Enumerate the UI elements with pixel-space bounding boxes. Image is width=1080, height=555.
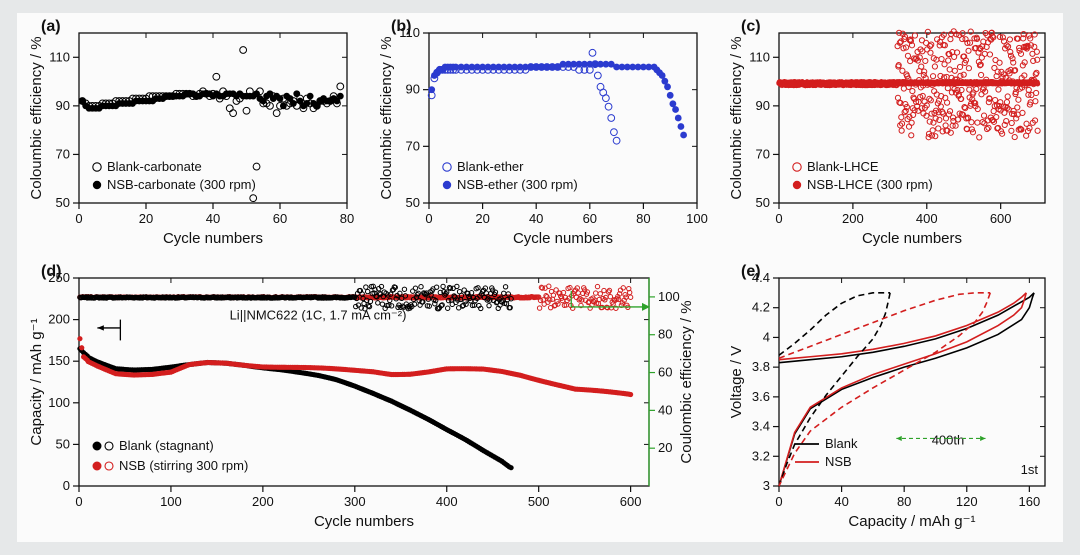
svg-text:Cycle numbers: Cycle numbers: [163, 230, 263, 247]
svg-text:0: 0: [425, 211, 432, 226]
svg-text:200: 200: [842, 211, 864, 226]
svg-text:100: 100: [658, 289, 680, 304]
panel-a: 0 20 40 60 80 50 70 90 110 Cycle numbers Coloumbic…: [17, 13, 367, 258]
svg-text:(d): (d): [41, 263, 61, 280]
svg-text:200: 200: [48, 312, 70, 327]
svg-text:NSB: NSB: [825, 454, 852, 469]
svg-text:50: 50: [56, 195, 70, 210]
svg-text:20: 20: [475, 211, 489, 226]
svg-text:160: 160: [1019, 494, 1041, 509]
svg-text:110: 110: [49, 49, 70, 64]
svg-text:(a): (a): [41, 18, 61, 35]
svg-text:600: 600: [620, 494, 642, 509]
svg-text:3.6: 3.6: [752, 389, 770, 404]
svg-text:Cycle numbers: Cycle numbers: [513, 230, 613, 247]
svg-text:Coloumbic efficiency / %: Coloumbic efficiency / %: [28, 36, 45, 199]
svg-text:Capacity / mAh g⁻¹: Capacity / mAh g⁻¹: [848, 513, 975, 530]
svg-text:4: 4: [763, 329, 770, 344]
svg-text:Li||NMC622 (1C, 1.7 mA cm⁻²): Li||NMC622 (1C, 1.7 mA cm⁻²): [230, 308, 407, 323]
svg-text:3.2: 3.2: [752, 448, 770, 463]
svg-text:Capacity / mAh g⁻¹: Capacity / mAh g⁻¹: [28, 318, 45, 445]
svg-text:100: 100: [160, 494, 182, 509]
svg-text:50: 50: [756, 195, 770, 210]
svg-text:(e): (e): [741, 263, 761, 280]
svg-text:60: 60: [658, 365, 672, 380]
svg-text:50: 50: [56, 436, 70, 451]
svg-text:60: 60: [583, 211, 597, 226]
svg-text:70: 70: [406, 138, 420, 153]
svg-text:3: 3: [763, 478, 770, 493]
svg-text:70: 70: [756, 146, 770, 161]
panel-b: 020406080100507090110Cycle numbersColoum…: [367, 13, 717, 258]
svg-text:80: 80: [340, 211, 354, 226]
svg-text:80: 80: [897, 494, 911, 509]
svg-text:Voltage / V: Voltage / V: [728, 346, 745, 419]
svg-text:60: 60: [273, 211, 287, 226]
svg-text:Coulombic efficiency / %: Coulombic efficiency / %: [678, 300, 695, 463]
svg-text:70: 70: [56, 146, 70, 161]
svg-text:0: 0: [75, 211, 82, 226]
svg-text:Blank: Blank: [825, 436, 858, 451]
svg-text:40: 40: [529, 211, 543, 226]
svg-text:90: 90: [756, 98, 770, 113]
svg-text:40: 40: [658, 402, 672, 417]
svg-text:300: 300: [344, 494, 366, 509]
svg-text:400: 400: [916, 211, 938, 226]
svg-text:NSB-LHCE (300 rpm): NSB-LHCE (300 rpm): [807, 177, 933, 192]
svg-text:20: 20: [139, 211, 153, 226]
svg-text:Blank-ether: Blank-ether: [457, 159, 524, 174]
svg-text:110: 110: [749, 49, 770, 64]
svg-text:Cycle numbers: Cycle numbers: [314, 513, 414, 530]
svg-text:Blank-LHCE: Blank-LHCE: [807, 159, 879, 174]
svg-text:40: 40: [834, 494, 848, 509]
svg-text:600: 600: [990, 211, 1012, 226]
svg-text:0: 0: [63, 478, 70, 493]
svg-text:(c): (c): [741, 18, 761, 35]
svg-text:0: 0: [775, 494, 782, 509]
svg-text:Coloumbic efficiency / %: Coloumbic efficiency / %: [728, 36, 745, 199]
svg-text:0: 0: [775, 211, 782, 226]
svg-text:Coloumbic efficiency / %: Coloumbic efficiency / %: [378, 36, 395, 199]
svg-text:NSB-ether (300 rpm): NSB-ether (300 rpm): [457, 177, 578, 192]
svg-text:NSB-carbonate (300 rpm): NSB-carbonate (300 rpm): [107, 177, 256, 192]
svg-text:20: 20: [658, 440, 672, 455]
svg-text:40: 40: [206, 211, 220, 226]
svg-text:80: 80: [636, 211, 650, 226]
svg-text:100: 100: [48, 395, 70, 410]
svg-text:500: 500: [528, 494, 550, 509]
svg-text:80: 80: [658, 327, 672, 342]
svg-text:200: 200: [252, 494, 274, 509]
svg-text:1st: 1st: [1021, 462, 1039, 477]
svg-text:4.2: 4.2: [752, 300, 770, 315]
svg-text:NSB (stirring 300 rpm): NSB (stirring 300 rpm): [119, 458, 248, 473]
svg-text:3.4: 3.4: [752, 419, 770, 434]
svg-text:Blank-carbonate: Blank-carbonate: [107, 159, 202, 174]
svg-text:0: 0: [75, 494, 82, 509]
svg-text:90: 90: [406, 82, 420, 97]
svg-text:(b): (b): [391, 18, 411, 35]
svg-text:50: 50: [406, 195, 420, 210]
svg-text:150: 150: [48, 353, 70, 368]
panel-d: 0100200300400500600050100150200250Cycle …: [17, 258, 717, 542]
svg-text:400th: 400th: [932, 432, 965, 447]
svg-text:Blank (stagnant): Blank (stagnant): [119, 438, 214, 453]
svg-text:400: 400: [436, 494, 458, 509]
svg-text:Cycle numbers: Cycle numbers: [862, 230, 962, 247]
panel-c: 0 200 400 600 50 70 90 110 Cycle numbers Coloumbi…: [717, 13, 1063, 258]
svg-text:3.8: 3.8: [752, 359, 770, 374]
svg-text:100: 100: [686, 211, 708, 226]
panel-e: 0408012016033.23.43.63.844.24.4Capacity …: [717, 258, 1063, 542]
svg-text:90: 90: [56, 98, 70, 113]
figure-page: 020406080507090110Cycle numbersColoumbic…: [17, 13, 1063, 542]
svg-text:120: 120: [956, 494, 978, 509]
